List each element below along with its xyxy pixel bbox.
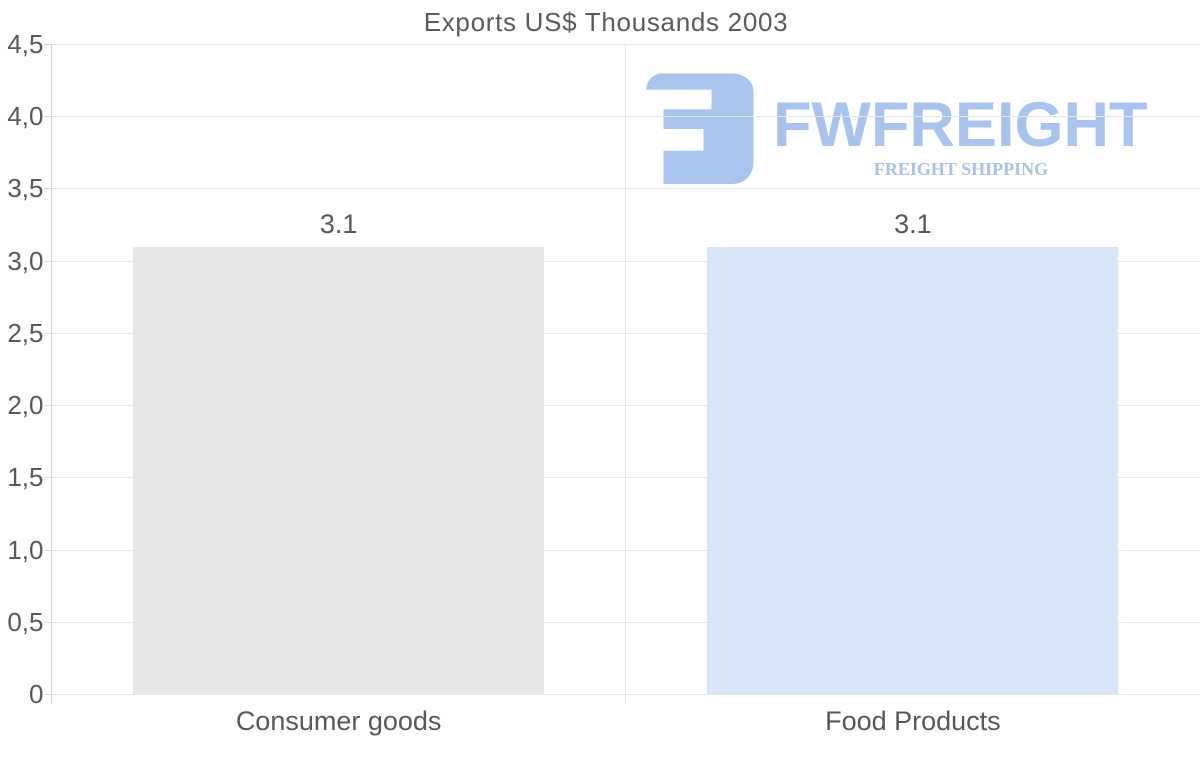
y-axis-tick-label: 4,0 xyxy=(7,101,44,131)
y-axis-tick xyxy=(44,621,52,623)
y-axis-tick xyxy=(44,116,52,117)
y-axis-tick-label: 4,5 xyxy=(7,28,44,59)
y-axis-tick xyxy=(44,188,52,190)
watermark-tagline-text: FREIGHT SHIPPING xyxy=(873,159,1049,179)
x-axis-category-label: Consumer goods xyxy=(235,706,442,736)
logo-icon-shape xyxy=(646,73,754,184)
y-axis-tick-label: 3,0 xyxy=(7,245,44,276)
y-axis-tick xyxy=(44,477,52,479)
x-axis-category-label: Food Products xyxy=(825,706,1001,736)
category-separator-gridline xyxy=(625,44,627,704)
y-axis-tick xyxy=(44,260,52,262)
bar-food-products xyxy=(707,246,1119,695)
chart-title: Exports US$ Thousands 2003 xyxy=(423,7,789,37)
y-axis-tick xyxy=(44,694,52,695)
y-axis-tick-label: 3,5 xyxy=(7,173,44,204)
y-axis-tick-label: 2,5 xyxy=(7,317,44,348)
y-axis-tick xyxy=(44,332,52,334)
bar-consumer-goods xyxy=(133,246,545,695)
bar-value-label: 3.1 xyxy=(894,209,932,239)
y-axis-tick xyxy=(44,43,52,45)
y-axis-tick xyxy=(44,549,52,551)
watermark-brand-text: FWFREIGHT xyxy=(773,90,1148,160)
fwfreight-logo-icon xyxy=(646,73,754,184)
bar-value-label: 3.1 xyxy=(319,209,358,239)
y-axis-tick-label: 1,5 xyxy=(7,462,44,493)
y-axis-tick-label: 0 xyxy=(29,679,44,709)
y-axis-tick-label: 2,0 xyxy=(7,390,44,420)
y-axis-line xyxy=(51,44,52,704)
y-axis-tick-label: 0,5 xyxy=(7,606,44,637)
y-axis-tick-label: 1,0 xyxy=(7,534,44,565)
y-axis-tick xyxy=(44,405,52,406)
